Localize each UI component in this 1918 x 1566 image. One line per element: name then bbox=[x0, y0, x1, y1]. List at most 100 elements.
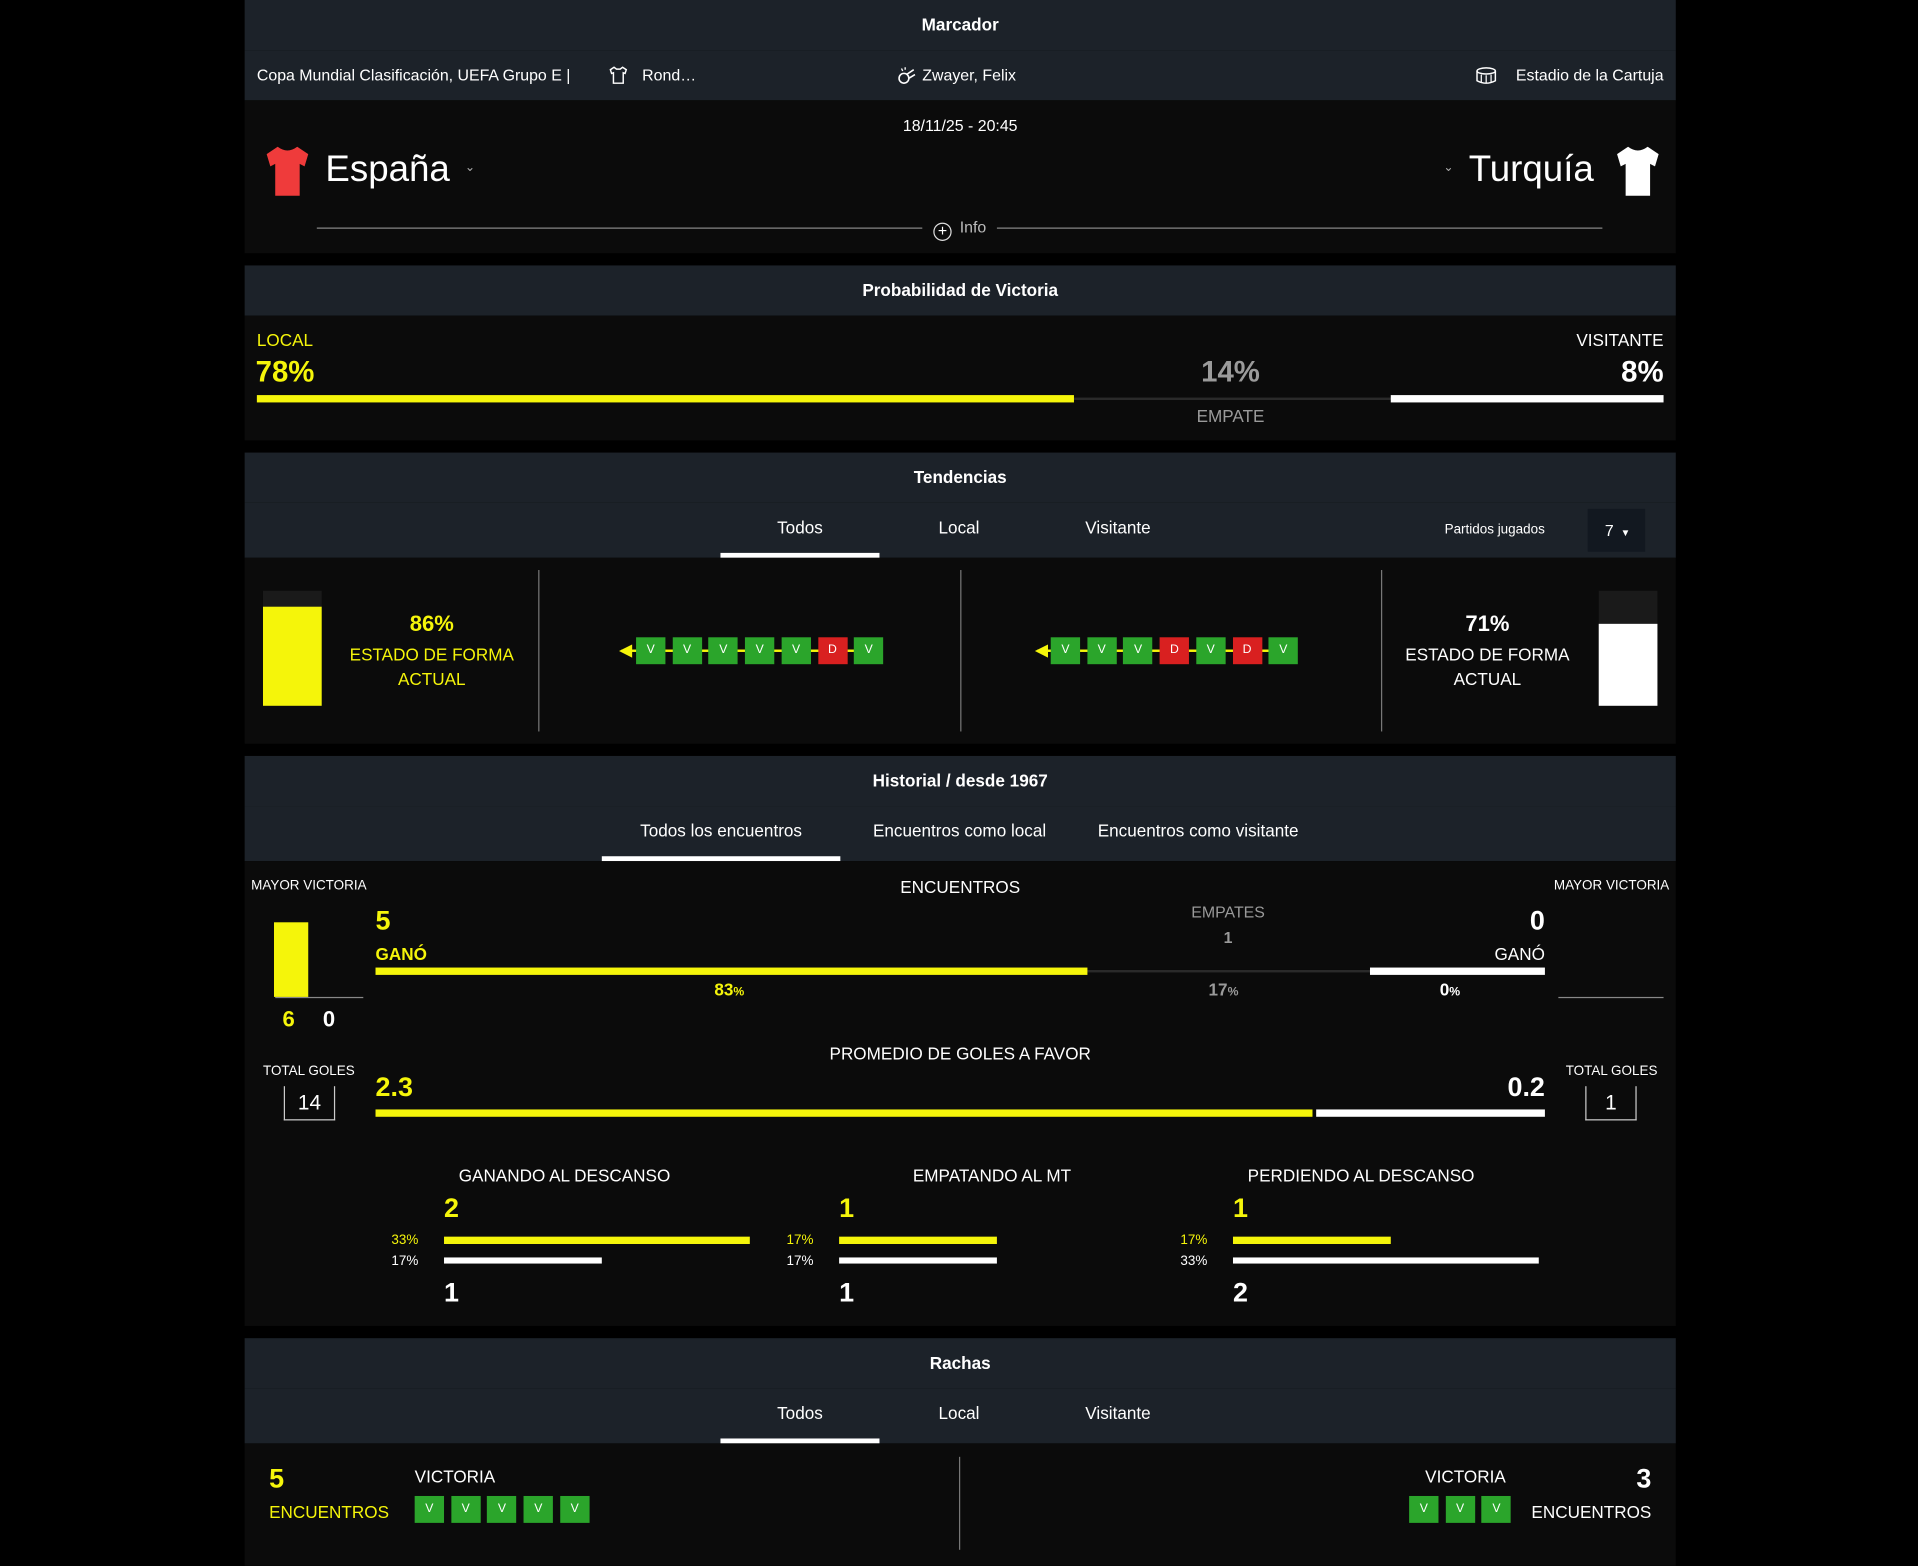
home-won-label: GANÓ bbox=[375, 944, 427, 964]
result-win-chip: V bbox=[450, 1495, 481, 1523]
halftime-away-bar bbox=[1232, 1257, 1539, 1264]
halftime-away-pct: 17% bbox=[391, 1253, 419, 1269]
round-label: Rond… bbox=[642, 66, 697, 85]
tab-history-home[interactable]: Encuentros como local bbox=[872, 820, 1047, 841]
divider bbox=[960, 570, 962, 732]
stadium-name: Estadio de la Cartuja bbox=[1515, 66, 1664, 85]
result-win-chip: V bbox=[487, 1495, 517, 1523]
home-form-gauge bbox=[262, 590, 322, 706]
competition-label: Copa Mundial Clasificación, UEFA Grupo E… bbox=[256, 66, 571, 85]
result-win-chip: V bbox=[854, 637, 884, 665]
local-label: LOCAL bbox=[256, 330, 314, 350]
result-win-chip: V bbox=[523, 1495, 554, 1523]
tab-trends-local[interactable]: Local bbox=[938, 517, 980, 537]
home-team-chevron-icon[interactable]: ⌄ bbox=[464, 161, 476, 175]
home-wins-bar bbox=[375, 967, 1087, 975]
tab-trends-all[interactable]: Todos bbox=[720, 503, 880, 558]
win-probability-title: Probabilidad de Victoria bbox=[244, 265, 1676, 316]
played-matches-value: 7 bbox=[1604, 521, 1614, 540]
tab-history-all[interactable]: Todos los encuentros bbox=[601, 806, 841, 862]
tab-streaks-all[interactable]: Todos bbox=[720, 1388, 880, 1444]
draws-pct: 17% bbox=[1208, 979, 1239, 1000]
halftime-label: EMPATANDO AL MT bbox=[912, 1165, 1072, 1186]
divider bbox=[1380, 570, 1383, 732]
divider bbox=[958, 1456, 961, 1550]
biggest-win-away-score: 0 bbox=[322, 1006, 336, 1032]
halftime-away-pct: 33% bbox=[1180, 1253, 1208, 1269]
away-streak-count: 3 bbox=[1636, 1462, 1652, 1494]
halftime-home-bar bbox=[1232, 1236, 1391, 1244]
halftime-away-bar bbox=[444, 1257, 602, 1264]
result-win-chip: V bbox=[672, 637, 702, 665]
biggest-win-home-score: 6 bbox=[282, 1006, 295, 1032]
trends-title: Tendencias bbox=[244, 452, 1676, 503]
history-panel: MAYOR VICTORIA 6 0 ENCUENTROS 5 GANÓ EMP… bbox=[244, 861, 1676, 1326]
halftime-home-value: 2 bbox=[444, 1192, 460, 1224]
visitor-probability: 8% bbox=[1621, 355, 1664, 389]
tab-trends-visitor[interactable]: Visitante bbox=[1085, 517, 1151, 537]
away-streak-count-label: ENCUENTROS bbox=[1531, 1502, 1652, 1522]
info-toggle[interactable]: + Info bbox=[933, 218, 994, 241]
result-win-chip: V bbox=[708, 637, 739, 665]
away-team-name[interactable]: Turquía bbox=[1468, 149, 1594, 190]
local-probability: 78% bbox=[255, 355, 315, 389]
halftime-home-pct: 17% bbox=[786, 1232, 814, 1248]
halftime-home-value: 1 bbox=[1232, 1192, 1248, 1224]
result-win-chip: V bbox=[559, 1495, 590, 1523]
shirt-round-icon bbox=[608, 65, 629, 92]
away-form-fill bbox=[1598, 624, 1658, 706]
win-probability-panel: LOCAL 78% 14% EMPATE VISITANTE 8% bbox=[244, 315, 1676, 441]
info-divider-left bbox=[316, 227, 923, 229]
away-team-chevron-icon[interactable]: ⌄ bbox=[1443, 161, 1454, 175]
total-goals-away-label: TOTAL GOLES bbox=[1565, 1064, 1658, 1079]
stadium-icon bbox=[1475, 66, 1497, 92]
home-avg-goals-bar bbox=[375, 1109, 1313, 1117]
tab-streaks-visitor[interactable]: Visitante bbox=[1085, 1403, 1151, 1423]
halftime-home-value: 1 bbox=[839, 1192, 855, 1224]
played-matches-select[interactable]: 7 ▼ bbox=[1587, 508, 1646, 552]
result-loss-chip: D bbox=[817, 637, 848, 665]
home-wins-pct: 83% bbox=[714, 979, 745, 1000]
halftime-away-bar bbox=[839, 1257, 997, 1264]
whistle-icon bbox=[897, 66, 917, 92]
away-shirt-icon bbox=[1615, 144, 1661, 204]
draw-probability: 14% bbox=[1201, 355, 1260, 389]
streaks-title: Rachas bbox=[244, 1338, 1676, 1389]
streaks-tabs-bar: Todos Local Visitante bbox=[244, 1388, 1676, 1444]
away-won-label: GANÓ bbox=[1494, 944, 1545, 964]
result-win-chip: V bbox=[1196, 637, 1226, 665]
away-wins-bar bbox=[1369, 967, 1545, 975]
result-win-chip: V bbox=[1409, 1495, 1439, 1523]
result-win-chip: V bbox=[1268, 637, 1299, 665]
info-divider-right bbox=[996, 227, 1603, 229]
encounters-label: ENCUENTROS bbox=[900, 877, 1021, 897]
total-goals-home: 14 bbox=[283, 1086, 336, 1121]
home-form-label: ESTADO DE FORMA ACTUAL bbox=[349, 644, 514, 689]
history-tabs-bar: Todos los encuentros Encuentros como loc… bbox=[244, 806, 1676, 862]
away-form-value: 71% bbox=[1465, 611, 1510, 637]
match-info-bar: Copa Mundial Clasificación, UEFA Grupo E… bbox=[244, 50, 1676, 101]
home-team-name[interactable]: España bbox=[325, 149, 450, 190]
result-win-chip: V bbox=[636, 637, 666, 665]
halftime-home-pct: 17% bbox=[1180, 1232, 1208, 1248]
draw-label: EMPATE bbox=[1196, 406, 1265, 426]
total-goals-home-label: TOTAL GOLES bbox=[262, 1064, 355, 1079]
tab-history-away[interactable]: Encuentros como visitante bbox=[1097, 820, 1299, 841]
tab-streaks-local[interactable]: Local bbox=[938, 1403, 980, 1423]
halftime-away-pct: 17% bbox=[786, 1253, 814, 1269]
biggest-win-home-label: MAYOR VICTORIA bbox=[251, 878, 367, 893]
biggest-win-home-baseline bbox=[275, 996, 364, 999]
history-title: Historial / desde 1967 bbox=[244, 755, 1676, 807]
home-wins: 5 bbox=[375, 905, 391, 936]
result-win-chip: V bbox=[414, 1495, 445, 1523]
divider bbox=[538, 570, 540, 732]
info-label: Info bbox=[959, 217, 987, 237]
away-form-label: ESTADO DE FORMA ACTUAL bbox=[1405, 644, 1570, 689]
result-loss-chip: D bbox=[1232, 637, 1262, 665]
away-wins: 0 bbox=[1529, 905, 1545, 936]
halftime-away-value: 1 bbox=[444, 1277, 460, 1308]
